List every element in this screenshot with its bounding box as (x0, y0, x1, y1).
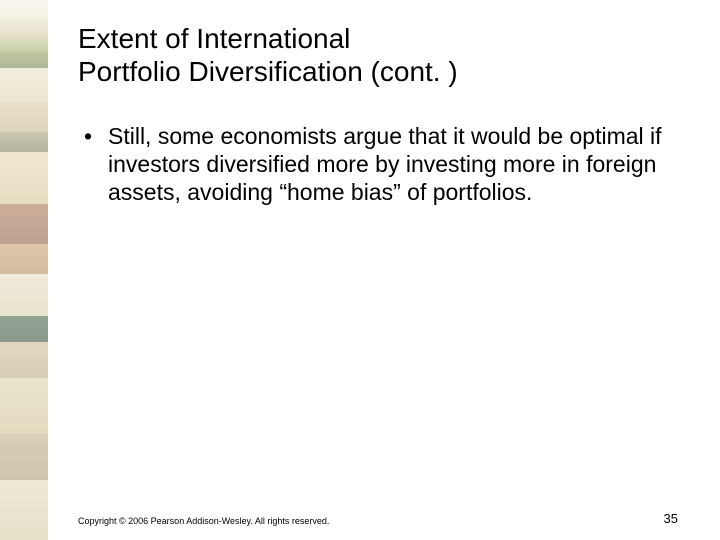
side-art-block (0, 20, 48, 34)
bullet-marker: • (84, 122, 108, 150)
side-art-block (0, 274, 48, 316)
side-art-block (0, 316, 48, 342)
side-art-block (0, 378, 48, 434)
side-art-block (0, 132, 48, 152)
slide-title: Extent of International Portfolio Divers… (78, 22, 678, 88)
side-art-block (0, 480, 48, 540)
page-number: 35 (664, 511, 678, 526)
title-line-2: Portfolio Diversification (cont. ) (78, 55, 678, 88)
side-art-block (0, 0, 48, 20)
copyright-text: Copyright © 2006 Pearson Addison-Wesley.… (78, 516, 329, 526)
side-art-block (0, 434, 48, 480)
bullet-text: Still, some economists argue that it wou… (108, 122, 664, 206)
side-decorative-strip (0, 0, 48, 540)
slide-body: • Still, some economists argue that it w… (84, 122, 664, 206)
side-art-block (0, 68, 48, 102)
side-art-block (0, 34, 48, 52)
title-line-1: Extent of International (78, 22, 678, 55)
side-art-block (0, 52, 48, 68)
bullet-item: • Still, some economists argue that it w… (84, 122, 664, 206)
slide-footer: Copyright © 2006 Pearson Addison-Wesley.… (78, 511, 678, 526)
slide: Extent of International Portfolio Divers… (0, 0, 720, 540)
side-art-block (0, 244, 48, 274)
side-art-block (0, 152, 48, 204)
side-art-block (0, 204, 48, 244)
side-art-block (0, 102, 48, 132)
side-art-block (0, 342, 48, 378)
